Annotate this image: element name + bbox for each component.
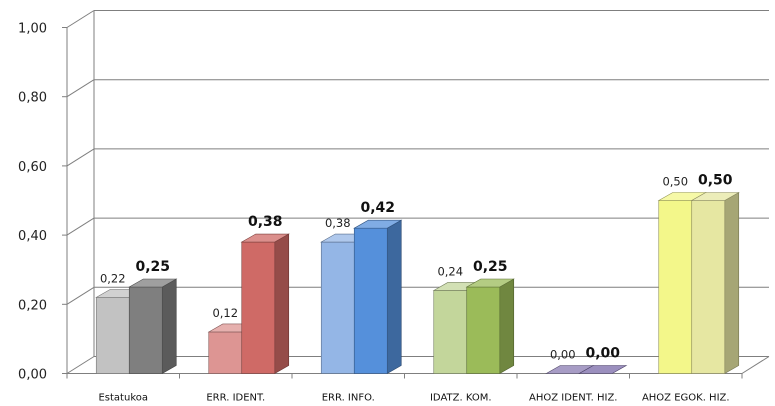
x-tick-label: AHOZ EGOK. HIZ. xyxy=(642,393,730,404)
bar-front xyxy=(691,200,726,374)
y-tick-label: 1,00 xyxy=(18,22,47,37)
bar-front xyxy=(128,286,163,374)
data-label-series-2: 0,42 xyxy=(360,200,395,216)
bar-front xyxy=(353,227,388,374)
bar-series-2 xyxy=(240,233,290,375)
bar-top xyxy=(578,365,628,374)
data-label-series-1: 0,22 xyxy=(100,271,126,285)
bar-side xyxy=(161,278,177,375)
y-tick-label: 0,40 xyxy=(18,229,47,244)
data-label-series-1: 0,50 xyxy=(662,175,688,189)
bar-front xyxy=(433,290,468,374)
y-tick-labels: 0,00 0,20 0,40 0,60 0,80 1,00 xyxy=(18,22,47,383)
bars xyxy=(95,191,740,375)
bar-side xyxy=(724,191,740,375)
bar-series-2 xyxy=(690,191,740,375)
grid-line-oblique xyxy=(66,10,95,28)
bar-front xyxy=(95,297,130,374)
grid-line-oblique xyxy=(66,286,95,305)
x-tick-label: ERR. IDENT. xyxy=(206,393,265,404)
bar-front xyxy=(208,331,243,374)
bar-front xyxy=(320,241,355,374)
x-tick-label: AHOZ IDENT. HIZ. xyxy=(529,393,618,404)
y-tick-label: 0,60 xyxy=(18,160,47,175)
data-label-series-1: 0,38 xyxy=(325,216,351,230)
data-labels: 0,22 0,25 0,12 0,38 0,38 0,42 0,24 0,25 0,00 0,00… xyxy=(100,173,733,362)
x-tick-labels: Estatukoa ERR. IDENT. ERR. INFO. IDATZ. KOM… xyxy=(98,393,729,404)
data-label-series-1: 0,00 xyxy=(550,348,576,362)
floor-edge xyxy=(741,356,770,374)
x-tick-label: Estatukoa xyxy=(98,393,148,404)
bar-top xyxy=(240,233,290,243)
bar-series-2 xyxy=(353,219,403,375)
bar-front xyxy=(241,241,276,374)
bar-top xyxy=(465,278,515,288)
grid-line-oblique xyxy=(66,356,95,374)
data-label-series-2: 0,00 xyxy=(585,346,620,362)
data-label-series-2: 0,50 xyxy=(698,173,733,189)
data-label-series-2: 0,38 xyxy=(248,214,283,230)
data-label-series-2: 0,25 xyxy=(473,259,508,275)
bar-series-2 xyxy=(578,365,628,374)
bar-top xyxy=(690,192,740,201)
grid-line-oblique xyxy=(66,217,95,236)
bar-top xyxy=(128,278,178,288)
bar-side xyxy=(499,278,515,375)
x-tick-label: IDATZ. KOM. xyxy=(430,393,492,404)
data-label-series-1: 0,24 xyxy=(437,264,463,278)
bar-series-2 xyxy=(465,278,515,375)
bar-front xyxy=(466,286,501,374)
data-label-series-1: 0,12 xyxy=(212,306,238,320)
grid xyxy=(66,10,769,374)
bar-top xyxy=(353,219,403,229)
bar-side xyxy=(386,219,402,375)
bar-front xyxy=(658,200,693,374)
bar-side xyxy=(274,233,290,375)
y-tick-label: 0,20 xyxy=(18,298,47,313)
y-tick-label: 0,80 xyxy=(18,91,47,106)
grid-line-oblique xyxy=(66,79,95,98)
bar-series-2 xyxy=(128,278,178,375)
data-label-series-2: 0,25 xyxy=(135,259,170,275)
axes xyxy=(62,27,770,379)
x-tick-label: ERR. INFO. xyxy=(322,393,375,404)
grid-line-oblique xyxy=(66,148,95,167)
y-tick-label: 0,00 xyxy=(18,368,47,383)
